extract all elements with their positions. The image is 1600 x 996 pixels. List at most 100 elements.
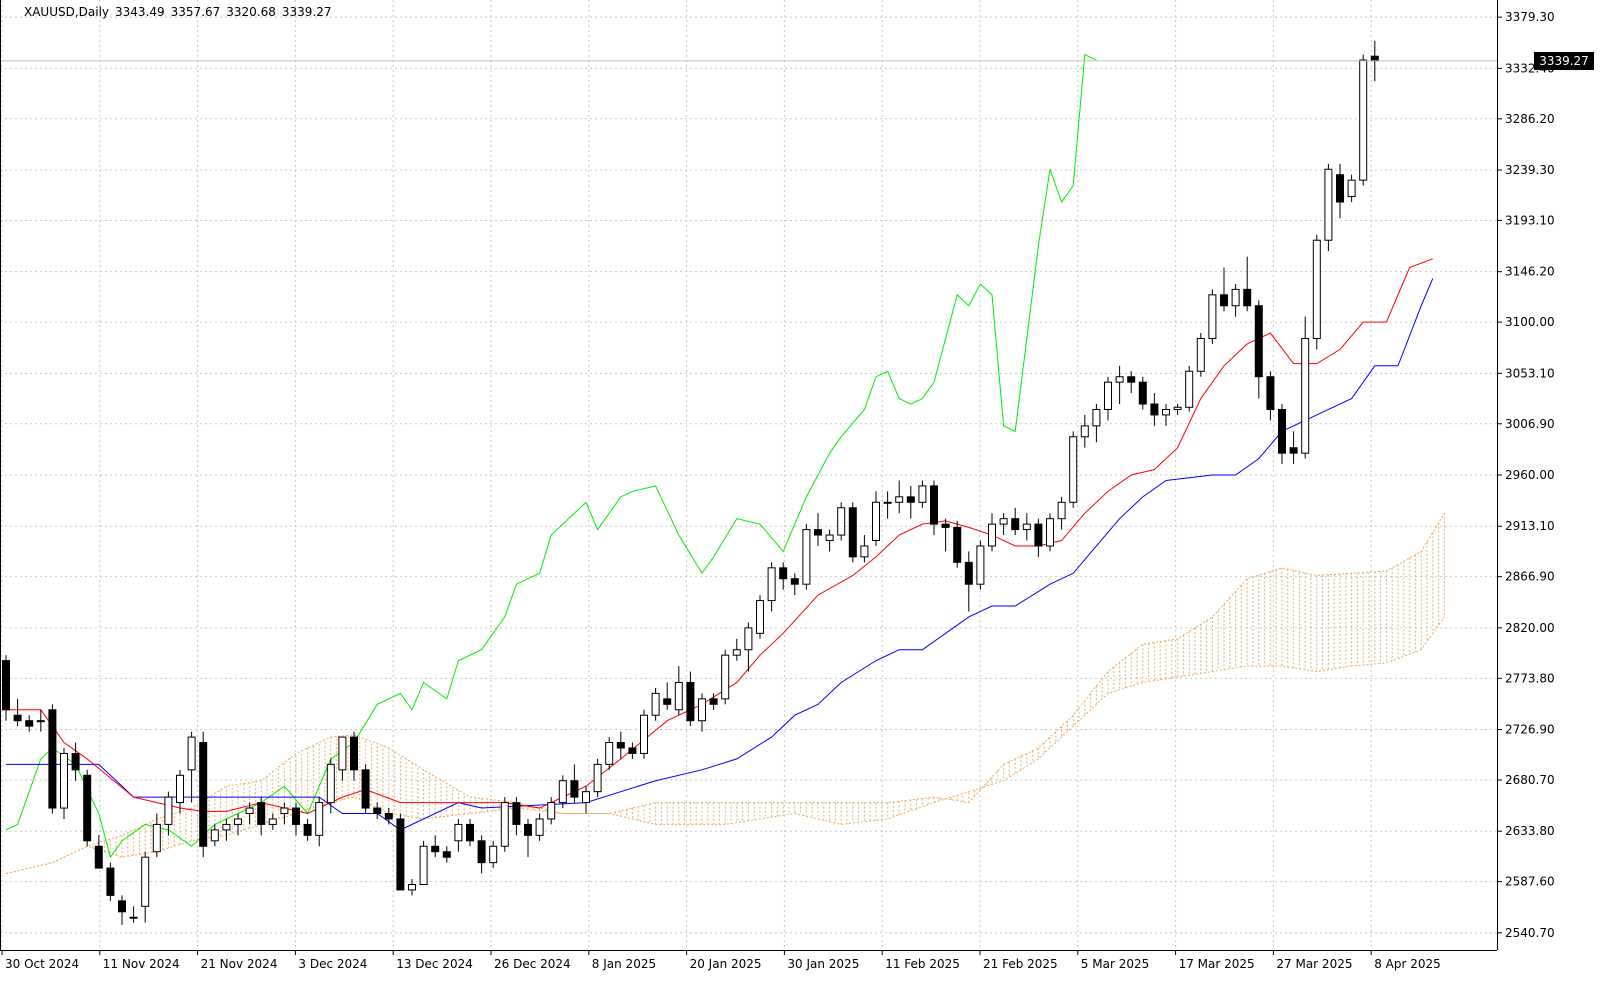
candles[interactable]	[2, 40, 1379, 925]
candle[interactable]	[953, 520, 962, 568]
candle[interactable]	[1034, 518, 1043, 557]
candle[interactable]	[1231, 283, 1240, 317]
candle[interactable]	[1104, 376, 1112, 421]
candle[interactable]	[1162, 404, 1170, 426]
candle[interactable]	[837, 502, 846, 541]
candle[interactable]	[848, 502, 857, 563]
candle[interactable]	[1220, 267, 1228, 312]
candle[interactable]	[94, 835, 103, 869]
candle[interactable]	[350, 731, 358, 781]
candle[interactable]	[118, 895, 126, 925]
candle[interactable]	[1243, 256, 1252, 312]
candle[interactable]	[582, 786, 590, 814]
candle[interactable]	[13, 698, 22, 727]
candle[interactable]	[895, 480, 904, 514]
candle[interactable]	[315, 797, 324, 847]
candle[interactable]	[1046, 513, 1054, 552]
candle[interactable]	[1278, 404, 1286, 465]
candle[interactable]	[535, 813, 544, 841]
candle[interactable]	[83, 769, 92, 847]
candle[interactable]	[48, 704, 57, 814]
candle[interactable]	[779, 562, 788, 590]
candle[interactable]	[419, 840, 428, 885]
candle[interactable]	[1347, 174, 1356, 203]
candle[interactable]	[790, 573, 799, 596]
candle[interactable]	[1196, 333, 1205, 377]
candle[interactable]	[732, 638, 741, 661]
candle[interactable]	[570, 764, 579, 803]
candle[interactable]	[106, 862, 115, 901]
candle[interactable]	[71, 742, 80, 781]
candle[interactable]	[999, 513, 1008, 536]
candle[interactable]	[918, 480, 927, 508]
candle[interactable]	[431, 835, 440, 858]
candle[interactable]	[1173, 404, 1182, 415]
candle[interactable]	[36, 709, 45, 732]
candle[interactable]	[396, 813, 405, 891]
candle[interactable]	[988, 513, 996, 552]
candle[interactable]	[883, 491, 892, 519]
candle[interactable]	[338, 736, 347, 781]
candle[interactable]	[280, 802, 289, 825]
candle[interactable]	[1301, 316, 1310, 459]
candle[interactable]	[825, 529, 834, 552]
candle[interactable]	[698, 693, 706, 732]
candle[interactable]	[466, 818, 474, 847]
candle[interactable]	[1080, 414, 1089, 448]
candle[interactable]	[1289, 431, 1298, 465]
candle[interactable]	[1266, 371, 1275, 421]
candle[interactable]	[361, 764, 370, 814]
candle[interactable]	[1092, 404, 1101, 443]
candle[interactable]	[234, 813, 242, 836]
candle[interactable]	[326, 758, 335, 814]
candle[interactable]	[454, 818, 463, 852]
candle[interactable]	[1138, 376, 1147, 410]
candle[interactable]	[547, 797, 556, 825]
candle[interactable]	[25, 715, 34, 732]
candle[interactable]	[860, 535, 869, 563]
candle[interactable]	[222, 818, 231, 841]
candle[interactable]	[1057, 496, 1066, 530]
candle[interactable]	[674, 666, 683, 716]
candle[interactable]	[605, 737, 614, 770]
candle[interactable]	[524, 818, 532, 858]
candle[interactable]	[408, 879, 416, 896]
candle[interactable]	[686, 671, 695, 727]
candle[interactable]	[292, 802, 300, 836]
candle[interactable]	[489, 840, 498, 869]
candle[interactable]	[176, 769, 184, 814]
candle[interactable]	[663, 682, 672, 710]
candle[interactable]	[1127, 371, 1136, 394]
candle[interactable]	[477, 835, 486, 874]
candle[interactable]	[164, 791, 173, 836]
candle[interactable]	[802, 524, 811, 590]
candle[interactable]	[1312, 234, 1321, 350]
candle[interactable]	[500, 797, 509, 852]
candle[interactable]	[1150, 393, 1159, 426]
candle[interactable]	[628, 742, 637, 759]
candle[interactable]	[1022, 513, 1031, 541]
candle[interactable]	[384, 808, 393, 825]
candle[interactable]	[141, 851, 150, 923]
candle[interactable]	[257, 797, 266, 836]
candle[interactable]	[1069, 431, 1078, 508]
candle[interactable]	[616, 731, 625, 759]
candle[interactable]	[593, 758, 602, 798]
candle[interactable]	[187, 731, 196, 803]
candle[interactable]	[558, 775, 567, 809]
candle[interactable]	[152, 813, 161, 858]
candle[interactable]	[640, 709, 648, 759]
candle[interactable]	[930, 480, 938, 536]
candle[interactable]	[906, 485, 915, 519]
candle[interactable]	[1115, 365, 1124, 405]
candle[interactable]	[1185, 365, 1194, 412]
candle[interactable]	[1359, 54, 1368, 186]
candle[interactable]	[2, 655, 10, 721]
candle[interactable]	[303, 818, 312, 841]
candle[interactable]	[512, 797, 521, 836]
candle[interactable]	[941, 518, 950, 552]
candle[interactable]	[1208, 289, 1217, 344]
candle[interactable]	[1254, 300, 1263, 399]
